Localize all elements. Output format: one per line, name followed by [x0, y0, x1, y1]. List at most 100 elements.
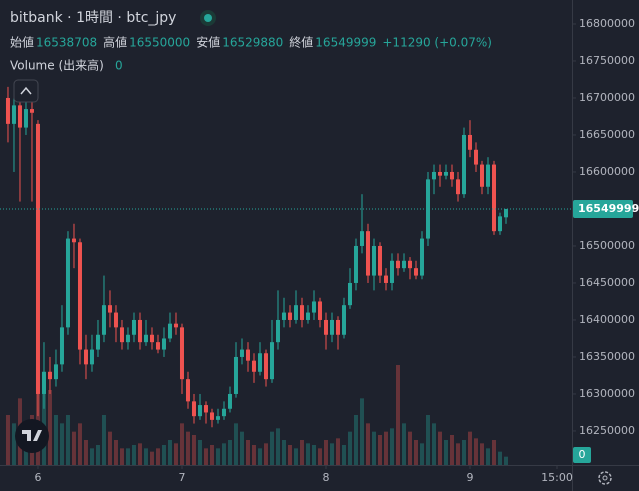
candle-body [65, 238, 70, 328]
candle-body [383, 275, 388, 283]
volume-bar [11, 423, 16, 465]
volume-bar [317, 448, 322, 465]
candle-body [485, 164, 490, 187]
volume-bar [347, 431, 352, 465]
volume-bar [287, 445, 292, 465]
y-tick-label: 16350000 [579, 350, 635, 363]
volume-bar [119, 448, 124, 465]
collapse-icon [20, 86, 32, 95]
legend-value: 16538708 [36, 36, 97, 50]
volume-bar [89, 448, 94, 465]
settings-icon[interactable] [598, 471, 612, 485]
volume-bar [329, 443, 334, 465]
legend-change: +11290 (+0.07%) [382, 36, 492, 50]
candle-body [503, 208, 508, 218]
candle-body [11, 105, 16, 124]
volume-bar [125, 448, 130, 465]
volume-value-box [573, 447, 591, 463]
volume-bar [365, 423, 370, 465]
x-tick-label: 9 [466, 471, 473, 484]
volume-bar [485, 448, 490, 465]
volume-bar [143, 448, 148, 465]
candle-body [377, 245, 382, 276]
volume-bar [257, 448, 262, 465]
legend-label: 高値 [103, 35, 127, 50]
candle-body [425, 179, 430, 239]
volume-bar [5, 415, 10, 465]
collapse-button[interactable] [13, 79, 39, 103]
volume-bar [131, 445, 136, 465]
x-tick-label: 8 [322, 471, 329, 484]
candle-body [101, 305, 106, 335]
settings-icon-center [602, 475, 608, 481]
candle-body [317, 301, 322, 320]
candle-body [227, 393, 232, 409]
candle-body [173, 323, 178, 328]
x-tick-label: 6 [34, 471, 41, 484]
volume-bar [83, 440, 88, 465]
candle-body [347, 282, 352, 306]
volume-label: Volume (出来高) [10, 58, 104, 73]
volume-bar [323, 440, 328, 465]
candle-body [299, 305, 304, 320]
y-tick-label: 16400000 [579, 313, 635, 326]
candle-body [491, 164, 496, 232]
candle-body [251, 360, 256, 372]
candle-body [41, 371, 46, 394]
volume-value: 0 [115, 59, 123, 73]
volume-bar [167, 440, 172, 465]
candle-body [221, 408, 226, 417]
candle-body [59, 327, 64, 365]
volume-bar [161, 445, 166, 465]
volume-bar [335, 438, 340, 465]
current-price-box [573, 199, 633, 218]
candle-body [473, 149, 478, 165]
candle-body [269, 342, 274, 380]
candle-body [323, 319, 328, 335]
candle-body [215, 416, 220, 420]
candle-body [47, 371, 52, 380]
volume-bar [95, 445, 100, 465]
candle-body [467, 134, 472, 150]
candle-body [365, 231, 370, 276]
candle-body [389, 260, 394, 283]
candle-body [461, 134, 466, 195]
volume-bar [395, 365, 400, 465]
candle-body [131, 319, 136, 335]
candle-body [305, 312, 310, 320]
candle-body [167, 323, 172, 339]
volume-bar [251, 445, 256, 465]
volume-bar [47, 390, 52, 465]
volume-bar [101, 415, 106, 465]
candle-body [353, 245, 358, 283]
candle-body [293, 305, 298, 320]
candle-body [89, 349, 94, 365]
legend-value: 16549999 [315, 36, 376, 50]
volume-bar [503, 456, 508, 465]
candle-body [83, 349, 88, 365]
candle-body [311, 301, 316, 313]
logo-bg [15, 419, 49, 453]
candle-body [287, 312, 292, 320]
candle-body [143, 334, 148, 343]
candle-body [179, 327, 184, 380]
volume-bar [221, 443, 226, 465]
candle-body [29, 109, 34, 113]
legend-value: 16529880 [222, 36, 283, 50]
y-tick-label: 16750000 [579, 54, 635, 67]
candle-body [197, 405, 202, 417]
volume-bar [245, 440, 250, 465]
volume-bar [191, 435, 196, 465]
candle-body [395, 260, 400, 269]
volume-bar [443, 440, 448, 465]
volume-bar [449, 435, 454, 465]
candle-body [185, 379, 190, 402]
candle-body [443, 171, 448, 176]
candle-body [35, 123, 40, 394]
volume-bar [341, 445, 346, 465]
current-price-label: 16549999 [578, 202, 639, 215]
candle-body [233, 356, 238, 394]
x-tick-label: 15:00 [541, 471, 573, 484]
legend-value: 16550000 [129, 36, 190, 50]
